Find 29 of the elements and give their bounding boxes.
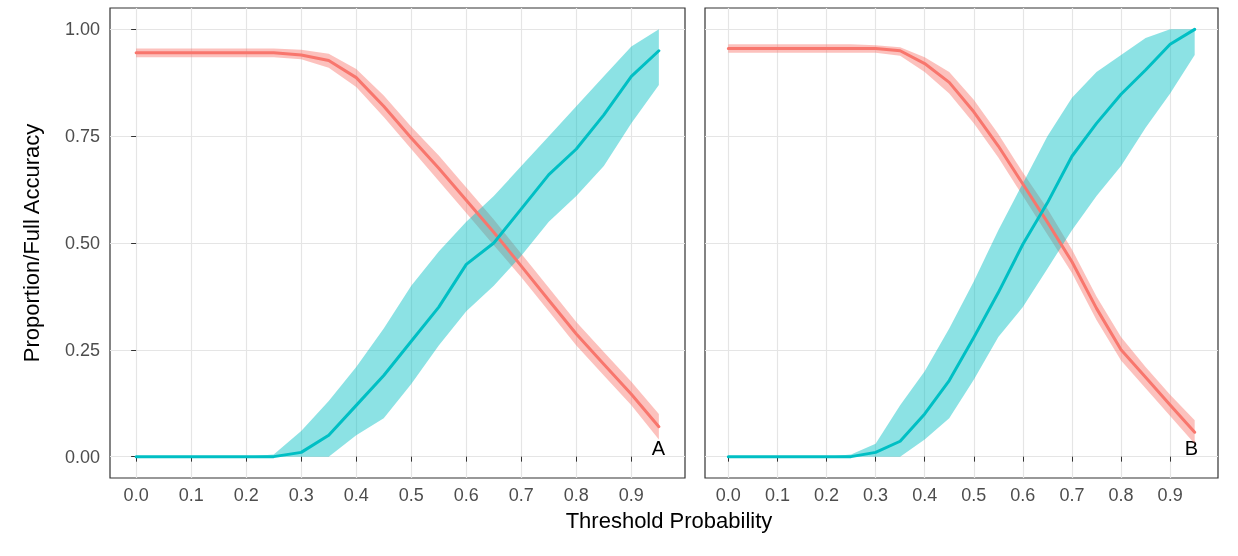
x-tick-label: 0.9 bbox=[618, 485, 644, 505]
y-axis-title: Proportion/Full Accuracy bbox=[18, 123, 44, 363]
x-tick-label: 0.1 bbox=[178, 485, 204, 505]
x-tick-label: 0.3 bbox=[288, 485, 314, 505]
y-tick-label: 0.50 bbox=[64, 233, 100, 253]
x-tick-label: 0.4 bbox=[343, 485, 369, 505]
x-tick-label: 0.4 bbox=[912, 485, 938, 505]
y-tick-label: 0.25 bbox=[64, 339, 100, 360]
x-tick-label: 0.7 bbox=[1059, 485, 1085, 505]
y-tick-label: 0.00 bbox=[64, 446, 100, 467]
y-tick-label: 1.00 bbox=[64, 19, 100, 40]
x-tick-label: 0.6 bbox=[453, 485, 479, 505]
y-tick-label: 0.75 bbox=[64, 126, 100, 147]
annotation: B bbox=[1184, 437, 1198, 459]
x-tick-label: 0.5 bbox=[398, 485, 424, 505]
x-tick-label: 0.5 bbox=[961, 485, 987, 505]
x-tick-label: 0.7 bbox=[508, 485, 534, 505]
x-tick-label: 0.8 bbox=[1108, 485, 1134, 505]
x-tick-label: 0.9 bbox=[1157, 485, 1183, 505]
x-tick-label: 0.2 bbox=[233, 485, 259, 505]
annotation: A bbox=[651, 437, 666, 459]
x-tick-label: 0.3 bbox=[863, 485, 889, 505]
x-tick-label: 0.2 bbox=[813, 485, 840, 505]
x-tick-label: 0.0 bbox=[123, 485, 149, 505]
x-tick-label: 0.1 bbox=[764, 485, 790, 505]
x-axis-title: Threshold Probability bbox=[564, 508, 774, 534]
x-tick-label: 0.8 bbox=[563, 485, 589, 505]
x-tick-label: 0.0 bbox=[715, 485, 741, 505]
x-tick-label: 0.6 bbox=[1010, 485, 1036, 505]
